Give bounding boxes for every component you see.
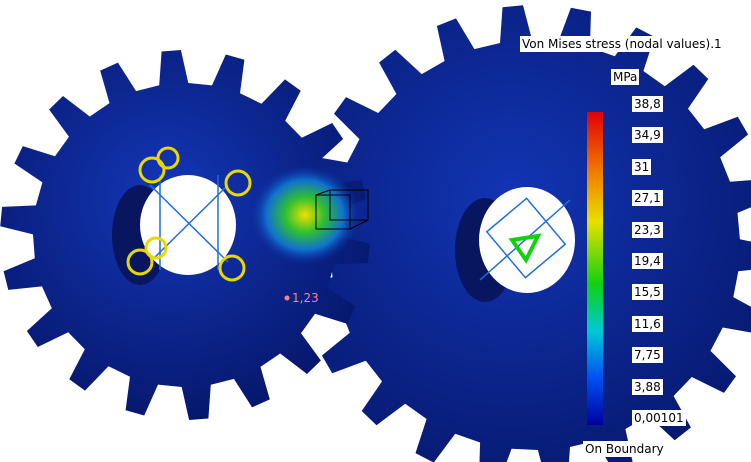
probe-label: 1,23 [292, 291, 319, 305]
legend-label: 0,00101 [632, 410, 686, 426]
color-bar [587, 112, 603, 425]
probe-point [285, 296, 290, 301]
legend-label: 31 [632, 159, 651, 175]
legend-title: Von Mises stress (nodal values).1 [520, 36, 724, 52]
legend-label: 34,9 [632, 127, 663, 143]
legend-label: 38,8 [632, 96, 663, 112]
legend-footer: On Boundary [583, 441, 666, 457]
legend-unit: MPa [611, 69, 639, 85]
legend-label: 23,3 [632, 222, 663, 238]
stress-hotspot [250, 165, 360, 265]
viewport: 1,23 Von Mises stress (nodal values).1 M… [0, 0, 751, 462]
legend-label: 3,88 [632, 379, 663, 395]
legend-label: 15,5 [632, 284, 663, 300]
legend-label: 19,4 [632, 253, 663, 269]
legend-label: 11,6 [632, 316, 663, 332]
legend-label: 27,1 [632, 190, 663, 206]
legend-label: 7,75 [632, 347, 663, 363]
